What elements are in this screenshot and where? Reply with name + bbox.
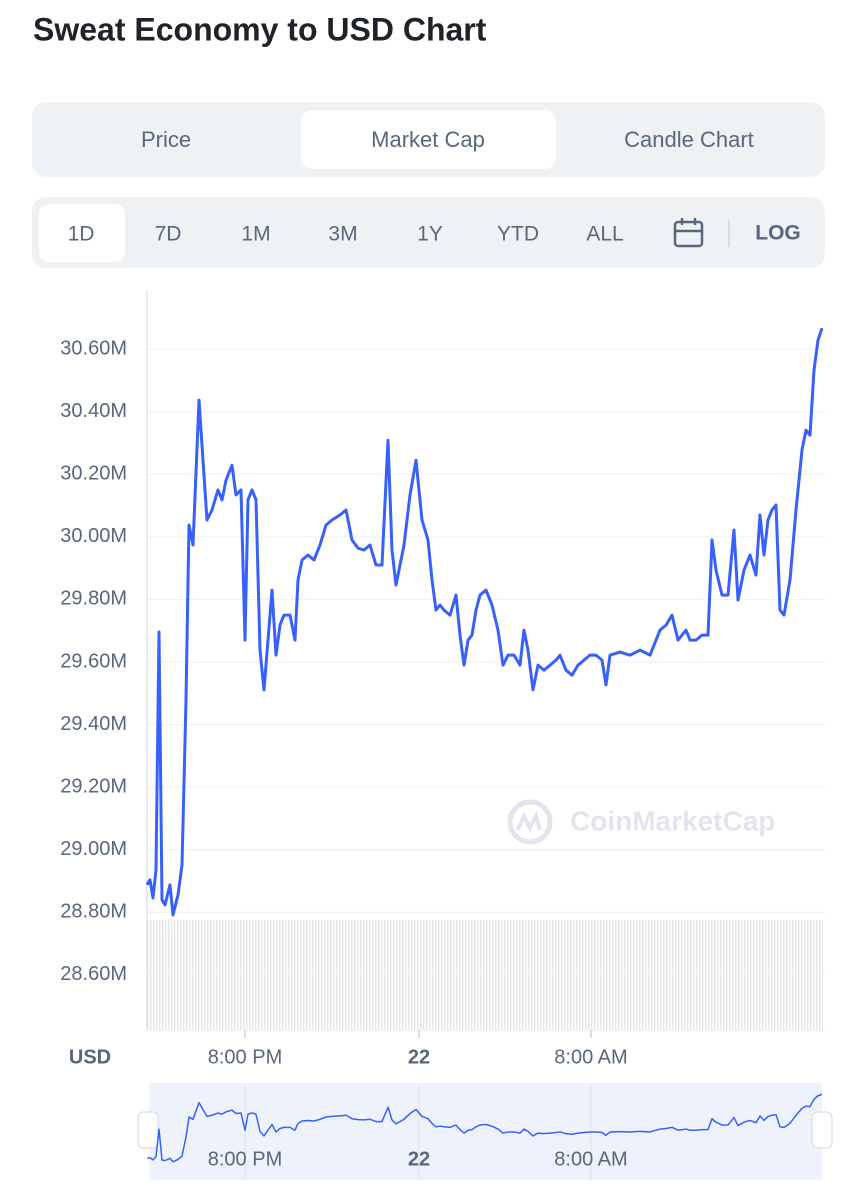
y-tick-label: 29.60M (60, 650, 127, 672)
range-button[interactable]: ALL (586, 223, 623, 246)
tab[interactable]: Price (141, 127, 191, 152)
calendar-icon[interactable] (673, 218, 704, 248)
range-button[interactable]: YTD (497, 223, 539, 246)
y-tick-label: 30.40M (60, 400, 127, 422)
y-tick-label: 28.80M (60, 901, 127, 923)
y-tick-label: 30.60M (60, 337, 127, 359)
y-tick-label: 30.00M (60, 525, 127, 547)
tab[interactable]: Candle Chart (624, 127, 754, 152)
watermark: CoinMarketCap (507, 799, 775, 845)
navigator-line (146, 1093, 823, 1163)
y-tick-label: 30.20M (60, 463, 127, 485)
log-button[interactable]: LOG (755, 222, 801, 245)
navigator-tick-label: 8:00 AM (554, 1148, 627, 1170)
x-tick-label: 8:00 PM (208, 1046, 282, 1068)
x-tick-label: 22 (408, 1046, 430, 1068)
range-active (39, 204, 125, 262)
tab-active (301, 110, 556, 169)
range-button[interactable]: 7D (155, 223, 182, 246)
price-line (145, 327, 824, 917)
navigator[interactable] (149, 1083, 822, 1180)
range-button[interactable]: 1M (241, 223, 270, 246)
range-button[interactable]: 3M (328, 223, 357, 246)
y-tick-label: 29.00M (60, 838, 127, 860)
range-bar (32, 197, 825, 268)
range-button[interactable]: 1D (68, 223, 95, 246)
watermark-text: CoinMarketCap (570, 805, 775, 836)
y-tick-label: 28.60M (60, 963, 127, 985)
tab[interactable]: Market Cap (371, 127, 485, 152)
navigator-handle[interactable] (811, 1111, 833, 1149)
y-tick-label: 29.80M (60, 588, 127, 610)
navigator-tick-label: 8:00 PM (208, 1148, 282, 1170)
y-tick-label: 29.20M (60, 775, 127, 797)
currency-label: USD (69, 1046, 111, 1068)
x-tick-label: 8:00 AM (554, 1046, 627, 1068)
y-tick-label: 29.40M (60, 713, 127, 735)
page-title: Sweat Economy to USD Chart (33, 11, 487, 47)
range-button[interactable]: 1Y (417, 223, 443, 246)
navigator-handle[interactable] (137, 1111, 159, 1149)
navigator-tick-label: 22 (408, 1148, 430, 1170)
